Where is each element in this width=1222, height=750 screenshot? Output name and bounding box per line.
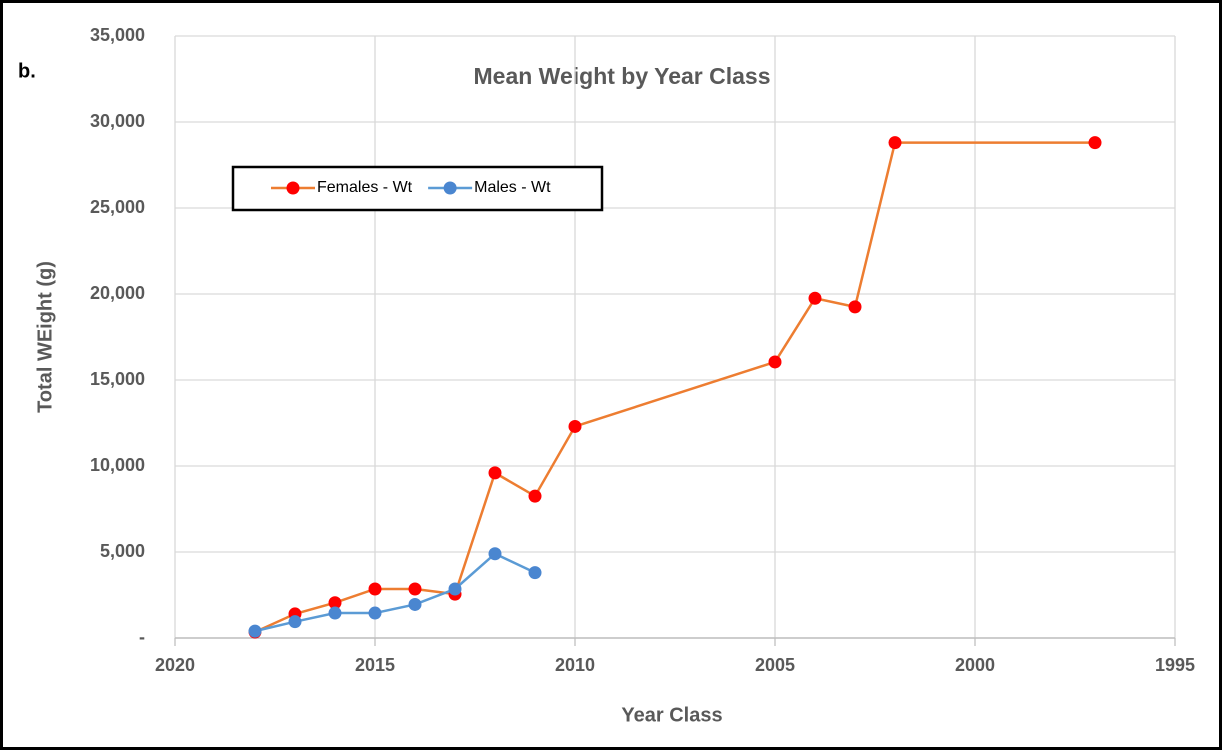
x-axis-label: Year Class: [621, 704, 722, 726]
data-point: [488, 466, 502, 480]
x-tick-label: 1995: [1155, 655, 1195, 675]
series-line: [254, 141, 1095, 634]
y-tick-label: 15,000: [90, 369, 145, 389]
data-point: [528, 566, 542, 580]
legend-marker: [443, 181, 457, 195]
y-tick-label: 20,000: [90, 283, 145, 303]
legend-label: Females - Wt: [317, 179, 413, 196]
data-point: [368, 606, 382, 620]
data-point: [1088, 136, 1102, 150]
panel-label: b.: [18, 60, 36, 82]
y-tick-label: 10,000: [90, 455, 145, 475]
y-tick-label: 5,000: [100, 541, 145, 561]
y-axis-label: Total WEight (g): [34, 261, 56, 413]
series-line: [254, 552, 536, 633]
data-point: [568, 419, 582, 433]
data-point: [408, 582, 422, 596]
data-point: [448, 582, 462, 596]
data-point: [328, 596, 342, 610]
data-point: [768, 355, 782, 369]
y-tick-label: -: [139, 627, 145, 647]
data-point: [488, 547, 502, 561]
x-tick-label: 2000: [955, 655, 995, 675]
data-point: [848, 300, 862, 314]
data-point: [248, 624, 262, 638]
data-point: [528, 489, 542, 503]
data-point: [808, 291, 822, 305]
data-point: [888, 136, 902, 150]
y-tick-label: 30,000: [90, 111, 145, 131]
x-tick-label: 2005: [755, 655, 795, 675]
x-tick-label: 2020: [155, 655, 195, 675]
x-tick-label: 2015: [355, 655, 395, 675]
data-point: [288, 615, 302, 629]
chart-title: Mean Weight by Year Class: [474, 63, 771, 89]
data-point: [408, 597, 422, 611]
y-tick-label: 35,000: [90, 25, 145, 45]
legend-label: Males - Wt: [474, 179, 551, 196]
y-tick-label: 25,000: [90, 197, 145, 217]
x-tick-label: 2010: [555, 655, 595, 675]
legend-marker: [286, 181, 300, 195]
data-point: [368, 582, 382, 596]
data-point: [328, 606, 342, 620]
